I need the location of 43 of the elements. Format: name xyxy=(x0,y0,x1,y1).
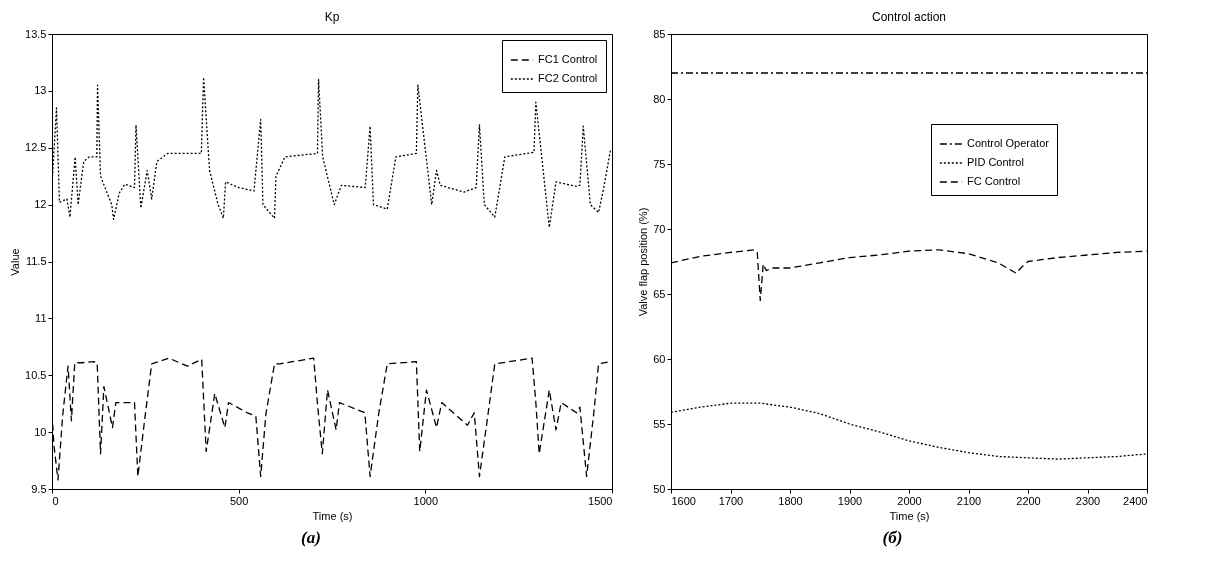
y-tick-label: 10 xyxy=(34,425,47,438)
y-tick-label: 65 xyxy=(653,287,666,300)
y-tick-label: 55 xyxy=(653,417,666,430)
x-tick-label: 1700 xyxy=(718,494,744,507)
x-axis-title: Time (s) xyxy=(889,509,930,522)
x-tick-label: 1500 xyxy=(588,494,613,507)
y-tick-label: 85 xyxy=(653,27,666,40)
y-axis-title: Valve flap position (%) xyxy=(637,207,650,317)
y-axis-title: Value xyxy=(9,248,22,276)
x-tick-label: 500 xyxy=(229,494,249,507)
legend-label: FC Control xyxy=(967,175,1021,187)
legend-label: FC2 Control xyxy=(538,72,598,84)
legend-label: Control Operator xyxy=(967,137,1050,149)
y-tick-label: 13 xyxy=(34,84,47,97)
y-tick-label: 11.5 xyxy=(25,255,47,267)
x-tick-label: 2200 xyxy=(1016,494,1041,507)
legend-label: PID Control xyxy=(967,156,1024,168)
x-tick-label: 2000 xyxy=(897,494,922,507)
chart-title: Kp xyxy=(324,10,340,24)
y-tick-label: 9.5 xyxy=(31,482,47,495)
x-tick-label: 2100 xyxy=(956,494,982,507)
x-tick-label: 1800 xyxy=(778,494,803,507)
x-tick-label: 0 xyxy=(52,494,59,507)
y-tick-label: 60 xyxy=(653,352,666,365)
chart-title: Control action xyxy=(871,10,947,24)
y-tick-label: 50 xyxy=(653,482,666,495)
y-tick-label: 13.5 xyxy=(25,27,47,40)
text: (a) xyxy=(301,528,321,548)
y-tick-label: 10.5 xyxy=(25,368,47,381)
legend-label: FC1 Control xyxy=(538,53,598,65)
x-tick-label: 1900 xyxy=(837,494,863,507)
x-tick-label: 1000 xyxy=(413,494,439,507)
text: (б) xyxy=(882,528,903,548)
x-tick-label: 2400 xyxy=(1123,494,1148,507)
x-tick-label: 1600 xyxy=(671,494,696,507)
y-tick-label: 12 xyxy=(34,198,47,211)
y-tick-label: 70 xyxy=(653,222,666,235)
x-axis-title: Time (s) xyxy=(312,509,353,522)
y-tick-label: 11 xyxy=(35,311,47,324)
y-tick-label: 80 xyxy=(653,92,666,105)
x-tick-label: 2300 xyxy=(1075,494,1101,507)
y-tick-label: 12.5 xyxy=(25,141,47,154)
y-tick-label: 75 xyxy=(653,157,666,170)
